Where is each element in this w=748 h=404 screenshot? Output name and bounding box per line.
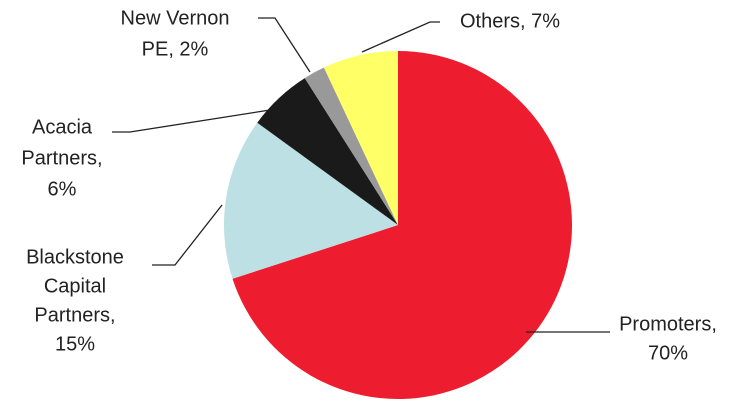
leader-line <box>152 204 223 266</box>
pie-slice <box>257 78 398 225</box>
leader-line <box>112 109 271 133</box>
data-label: Others, 7% <box>460 10 560 32</box>
leader-line <box>258 17 311 73</box>
data-label: Promoters, <box>619 313 717 335</box>
data-label: Capital <box>44 275 106 297</box>
pie-slice <box>232 51 572 400</box>
pie-slice <box>323 51 398 225</box>
data-label: Blackstone <box>26 246 124 268</box>
pie-slice <box>304 67 398 225</box>
leader-line <box>361 21 440 53</box>
data-label: Partners, <box>21 147 102 169</box>
pie-slice <box>224 122 398 279</box>
data-label: Partners, <box>34 304 115 326</box>
data-label: 15% <box>55 333 95 355</box>
data-label: New Vernon <box>121 7 230 29</box>
data-label: 6% <box>48 178 77 200</box>
data-label: Acacia <box>32 116 93 138</box>
data-label: PE, 2% <box>142 38 209 60</box>
data-label: 70% <box>648 342 688 364</box>
